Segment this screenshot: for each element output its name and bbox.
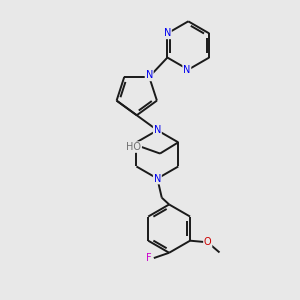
Text: F: F: [146, 253, 151, 263]
Text: N: N: [183, 64, 190, 75]
Text: N: N: [154, 125, 161, 135]
Text: O: O: [204, 237, 212, 247]
Text: N: N: [154, 174, 161, 184]
Text: N: N: [164, 28, 171, 38]
Text: HO: HO: [126, 142, 141, 152]
Text: N: N: [146, 70, 153, 80]
